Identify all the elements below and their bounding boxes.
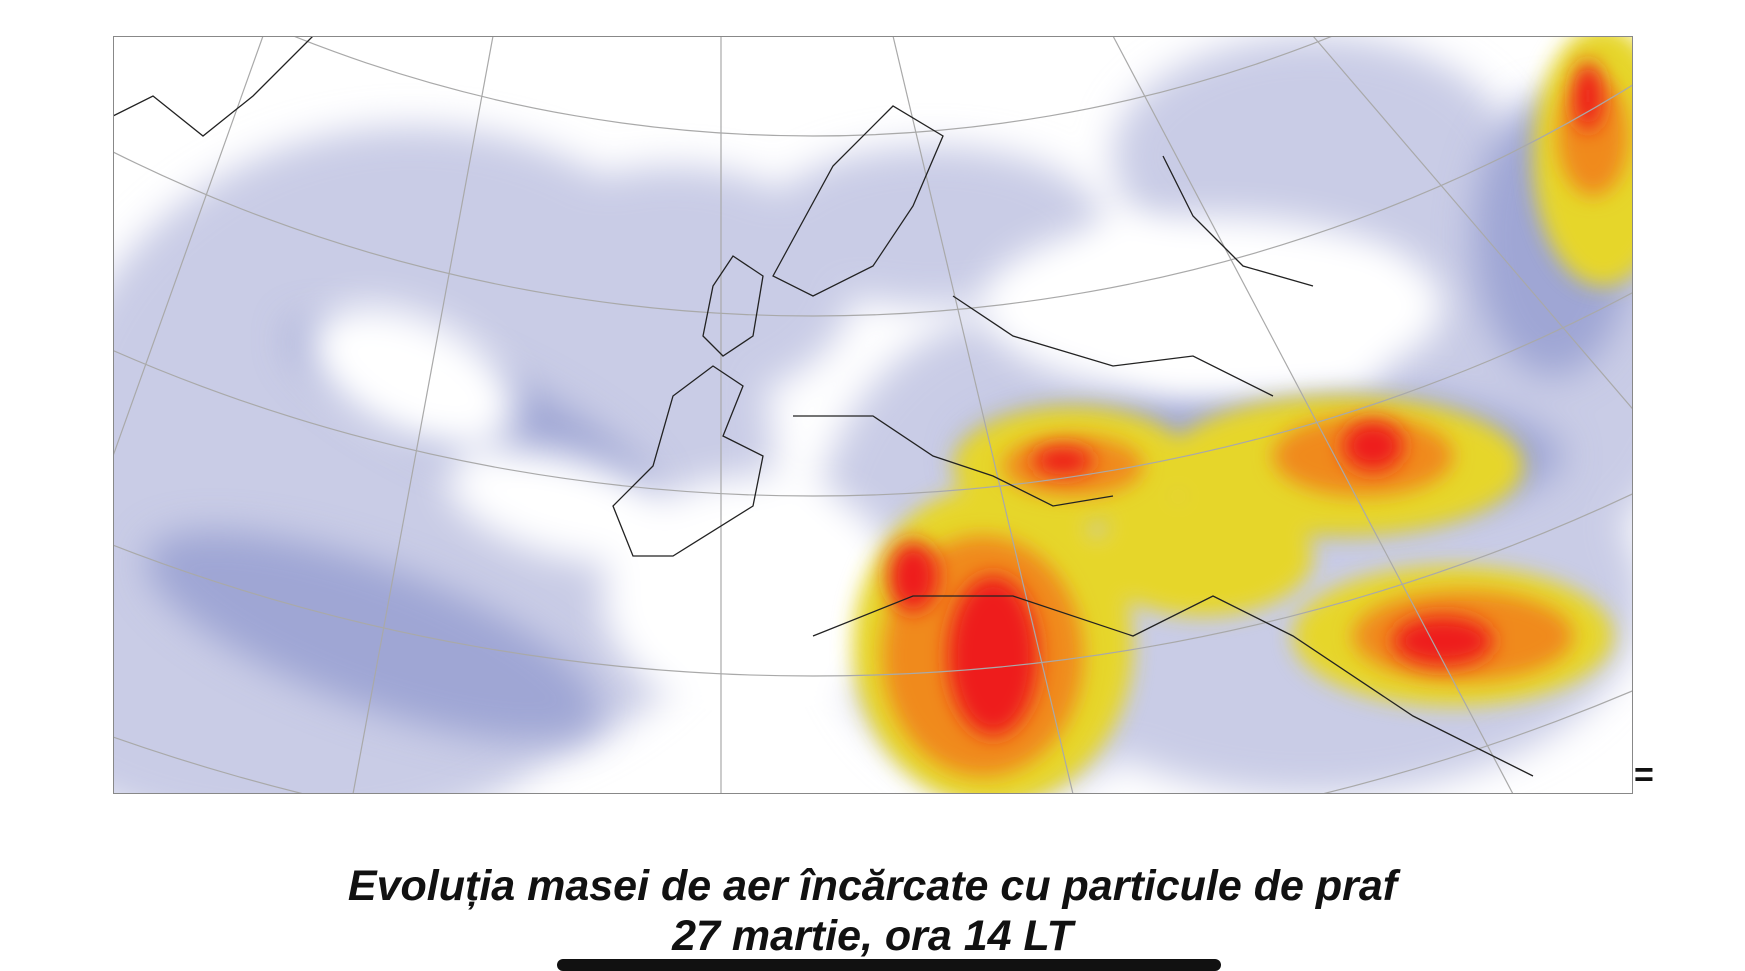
decorative-bar: [557, 959, 1221, 971]
caption-line: 27 martie, ora 14 LT: [672, 912, 1073, 960]
caption-line: Evoluția masei de aer încărcate cu parti…: [347, 862, 1398, 910]
edge-mark: =: [1634, 756, 1654, 794]
dust-map: [113, 36, 1633, 794]
